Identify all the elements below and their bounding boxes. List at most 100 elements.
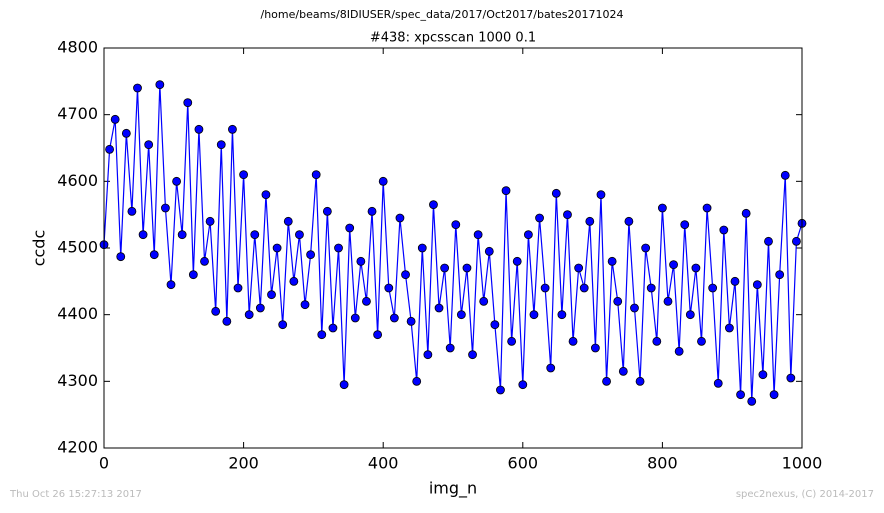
y-tick-label: 4400 [57, 304, 98, 323]
data-point [780, 170, 790, 180]
data-point [250, 230, 260, 240]
data-point [546, 363, 556, 373]
data-point [786, 373, 796, 383]
data-point [149, 250, 159, 260]
y-tick-label: 4600 [57, 171, 98, 190]
data-point [339, 380, 349, 390]
y-tick-label: 4300 [57, 371, 98, 390]
data-point [311, 170, 321, 180]
data-point [401, 270, 410, 280]
x-tick-label: 600 [508, 454, 539, 473]
data-point [680, 220, 690, 230]
data-point [133, 83, 142, 93]
data-point [730, 276, 740, 286]
data-point [345, 223, 355, 233]
data-point [658, 203, 667, 213]
data-point [228, 124, 237, 134]
y-tick-label: 4800 [57, 38, 98, 57]
data-point [233, 283, 243, 293]
data-point [434, 303, 444, 313]
data-point [350, 313, 360, 323]
x-tick-label: 0 [99, 454, 109, 473]
data-point [317, 330, 327, 340]
data-point [635, 376, 645, 386]
data-point [127, 206, 137, 216]
data-point [501, 186, 511, 196]
data-point [557, 310, 567, 320]
data-point [395, 213, 405, 223]
data-point [155, 80, 165, 90]
footer-left: Thu Oct 26 15:27:13 2017 [9, 489, 142, 500]
data-point [496, 385, 505, 395]
data-point [121, 128, 131, 138]
data-point [328, 323, 338, 333]
data-point [166, 280, 176, 290]
data-point [389, 313, 399, 323]
data-point [105, 144, 114, 154]
data-point [752, 280, 762, 290]
data-point [484, 246, 494, 256]
data-point [456, 310, 466, 320]
data-point [512, 256, 522, 266]
data-point [267, 290, 276, 300]
y-tick-label: 4500 [57, 238, 98, 257]
data-point [423, 350, 433, 360]
data-point [172, 176, 181, 186]
data-point [523, 230, 533, 240]
data-point [563, 210, 572, 220]
data-point [764, 236, 773, 246]
y-tick-label: 4200 [57, 438, 98, 457]
data-point [719, 225, 729, 235]
x-tick-label: 1000 [782, 454, 823, 473]
data-point [585, 216, 595, 226]
data-point [613, 296, 623, 306]
data-point [607, 256, 617, 266]
data-point [161, 203, 170, 213]
data-point [674, 346, 684, 356]
data-point [490, 320, 500, 330]
data-point [283, 216, 293, 226]
data-point [708, 283, 718, 293]
data-point [529, 310, 539, 320]
data-point [792, 236, 801, 246]
data-point [602, 376, 611, 386]
data-point [663, 296, 673, 306]
data-point [535, 213, 544, 223]
data-point [646, 283, 656, 293]
data-point [362, 296, 371, 306]
data-point [540, 283, 550, 293]
data-point [211, 306, 221, 316]
data-point [378, 176, 388, 186]
data-point [110, 114, 120, 124]
data-point [630, 303, 639, 313]
data-point [568, 336, 578, 346]
data-point [758, 370, 768, 380]
chart-title: #438: xpcsscan 1000 0.1 [370, 31, 536, 46]
data-point [272, 243, 282, 253]
data-point [669, 260, 678, 270]
data-line [103, 84, 803, 402]
data-point [367, 206, 377, 216]
data-point [685, 310, 695, 320]
data-point [183, 98, 193, 108]
y-tick-label: 4700 [57, 104, 98, 123]
data-point [775, 270, 785, 280]
data-point [239, 170, 249, 180]
data-point [216, 140, 226, 150]
data-point [468, 350, 477, 360]
data-point [769, 390, 779, 400]
data-point [300, 300, 310, 310]
data-point [295, 230, 304, 240]
x-axis-label: img_n [429, 479, 477, 499]
data-point [618, 366, 628, 376]
data-point [116, 252, 126, 262]
data-point [579, 283, 589, 293]
data-point [244, 310, 254, 320]
data-point [144, 140, 154, 150]
data-point [188, 270, 198, 280]
data-point [417, 243, 427, 253]
data-point [255, 303, 265, 313]
data-point [702, 203, 712, 213]
data-point [138, 230, 148, 240]
data-point [451, 220, 461, 230]
